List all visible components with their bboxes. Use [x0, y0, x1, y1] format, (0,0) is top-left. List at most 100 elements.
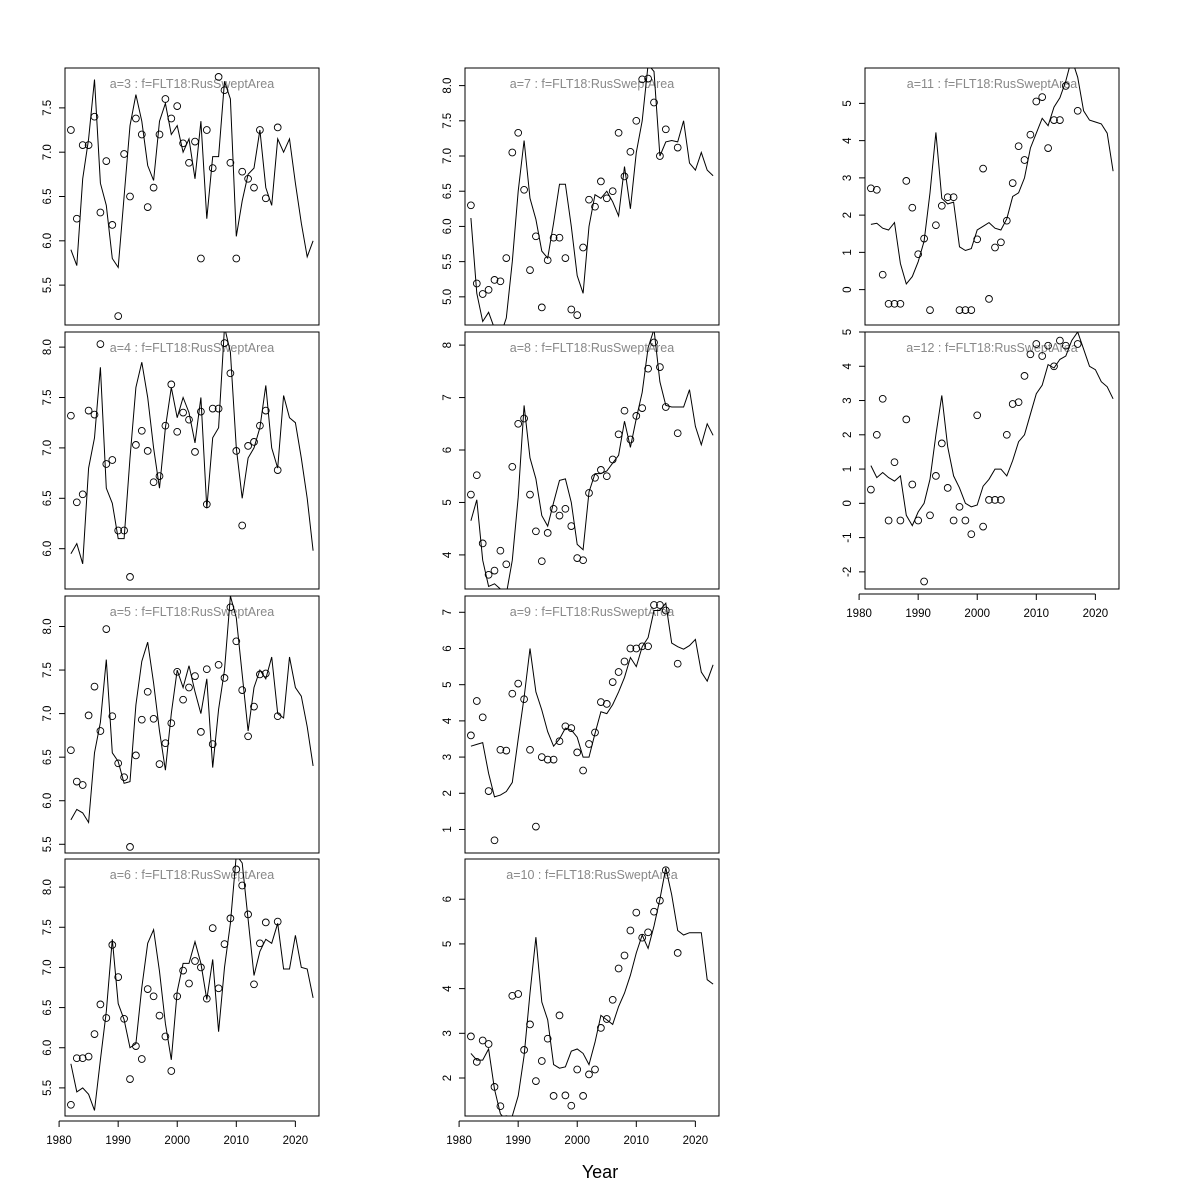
panel-a7: a=7 : f=FLT18:RusSweptArea 5.0 5.5 6.0 6.5 7.… — [442, 67, 720, 326]
y-tick-label: 7.5 — [42, 390, 54, 406]
fitted-series-line — [470, 601, 714, 798]
observation-point — [1026, 130, 1035, 139]
observation-point — [1032, 340, 1041, 348]
observation-point — [102, 460, 111, 468]
observation-point — [661, 606, 670, 615]
panel-a12: a=12 : f=FLT18:RusSweptArea -2 -1 0 1 2 3 4 5 198… — [842, 329, 1120, 620]
panel-frame — [864, 67, 1120, 326]
observation-point — [926, 306, 934, 314]
y-tick-label: 7.0 — [42, 959, 54, 975]
x-tick-label: 2000 — [564, 1135, 590, 1147]
observation-point — [78, 1054, 87, 1063]
observation-point — [537, 557, 546, 566]
y-tick-label: 6.5 — [442, 183, 454, 199]
observation-point — [638, 404, 647, 412]
observation-point — [526, 1020, 534, 1029]
observation-point — [632, 908, 641, 917]
plot-area — [867, 68, 1114, 314]
observation-point — [467, 731, 475, 740]
observation-point — [273, 123, 282, 132]
observation-point — [126, 843, 134, 851]
y-tick-label: 8.0 — [42, 879, 54, 895]
observation-point — [84, 141, 93, 149]
y-tick-label: 2 — [842, 212, 854, 218]
x-tick-label: 2020 — [1083, 608, 1109, 620]
observation-point — [661, 125, 670, 134]
observation-point — [67, 746, 75, 755]
observation-point — [120, 773, 128, 782]
observation-point — [78, 141, 87, 149]
panel-frame — [864, 331, 1120, 590]
observation-point — [179, 695, 187, 704]
observation-point — [508, 148, 517, 157]
observation-point — [573, 311, 582, 319]
observation-point — [84, 711, 93, 720]
observation-point — [561, 1091, 570, 1100]
x-tick-label: 2010 — [1024, 608, 1050, 620]
observation-point — [914, 516, 923, 525]
observation-point — [602, 472, 611, 481]
observation-point — [132, 751, 140, 760]
observation-point — [650, 338, 658, 347]
observation-point — [526, 266, 534, 274]
observation-point — [573, 1065, 582, 1074]
y-tick-label: 1 — [842, 466, 854, 472]
observation-point — [514, 419, 523, 428]
observation-point — [626, 926, 635, 935]
observation-point — [484, 570, 493, 579]
observation-point — [508, 462, 517, 471]
panel-title: a=12 : f=FLT18:RusSweptArea — [906, 341, 1077, 355]
observation-point — [173, 992, 182, 1001]
panel-title: a=8 : f=FLT18:RusSweptArea — [510, 341, 674, 355]
observation-point — [250, 438, 258, 446]
observation-point — [96, 727, 105, 735]
observation-point — [191, 672, 199, 680]
y-tick-label: 5.5 — [42, 1080, 54, 1096]
panel-a11: a=11 : f=FLT18:RusSweptArea 0 1 2 3 4 5 — [842, 67, 1120, 326]
observation-point — [896, 299, 905, 308]
observation-point — [173, 667, 182, 676]
observation-point — [526, 745, 534, 754]
observation-point — [902, 177, 911, 185]
observation-point — [238, 521, 247, 530]
y-tick-label: 6.5 — [42, 749, 54, 765]
observation-point — [1008, 179, 1017, 187]
observation-point — [143, 447, 152, 455]
observation-point — [867, 485, 875, 494]
observation-point — [620, 406, 629, 415]
y-tick-label: 4 — [442, 551, 454, 558]
fitted-series-line — [470, 332, 714, 589]
observation-point — [591, 1065, 599, 1074]
observation-point — [1044, 341, 1052, 350]
observation-point — [102, 1014, 111, 1022]
observation-point — [185, 683, 193, 692]
plot-area — [467, 601, 714, 845]
observation-point — [261, 918, 270, 927]
y-tick-label: 6.0 — [42, 793, 54, 809]
observation-point — [108, 941, 117, 949]
panel-a4: a=4 : f=FLT18:RusSweptArea 6.0 6.5 7.0 7.5 8.… — [42, 331, 320, 590]
observation-point — [872, 430, 881, 439]
observation-point — [149, 183, 158, 192]
observation-point — [937, 439, 946, 448]
observation-point — [220, 940, 229, 948]
observation-point — [202, 500, 211, 509]
observation-point — [256, 670, 264, 679]
observation-point — [973, 235, 982, 244]
observation-point — [208, 164, 217, 172]
observation-point — [543, 256, 552, 265]
observation-point — [520, 185, 528, 194]
observation-point — [549, 1092, 558, 1100]
observation-point — [908, 203, 917, 212]
y-tick-label: 7.0 — [442, 148, 454, 164]
observation-point — [673, 143, 682, 152]
observation-point — [214, 984, 223, 993]
panel-frame — [64, 67, 320, 326]
observation-point — [502, 254, 511, 262]
x-tick-label: 1990 — [105, 1135, 131, 1147]
observation-point — [620, 951, 629, 960]
observation-point — [155, 1011, 164, 1020]
observation-point — [96, 340, 105, 348]
x-tick-label: 1980 — [846, 608, 872, 620]
observation-point — [467, 490, 475, 499]
